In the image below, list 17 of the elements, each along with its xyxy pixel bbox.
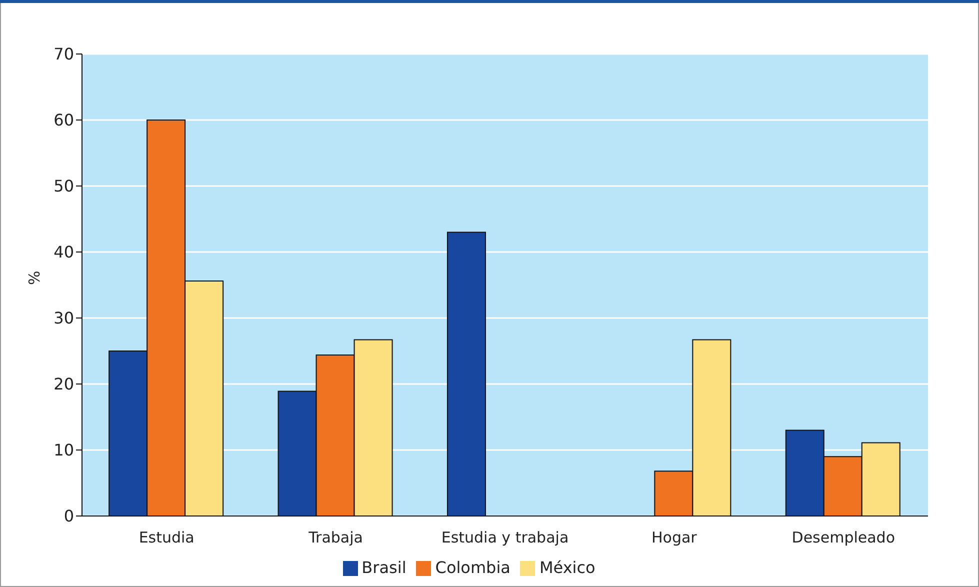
x-tick-label: Trabaja <box>308 528 363 547</box>
x-tick-label: Hogar <box>652 528 698 547</box>
x-tick-label: Estudia y trabaja <box>441 528 569 547</box>
y-tick-label: 20 <box>54 374 74 394</box>
y-tick-label: 10 <box>54 440 74 460</box>
y-tick-label: 0 <box>64 506 74 526</box>
legend-label: Brasil <box>362 558 406 577</box>
y-tick-label: 70 <box>54 44 74 64</box>
y-axis-title: % <box>25 270 44 285</box>
y-tick-label: 30 <box>54 308 74 328</box>
y-tick-label: 40 <box>54 242 74 262</box>
x-tick-label: Estudia <box>138 528 194 547</box>
y-tick-label: 50 <box>54 176 74 196</box>
legend-label: Colombia <box>435 558 510 577</box>
legend-label: México <box>539 558 596 577</box>
y-tick-label: 60 <box>54 110 74 130</box>
x-tick-label: Desempleado <box>792 528 896 547</box>
